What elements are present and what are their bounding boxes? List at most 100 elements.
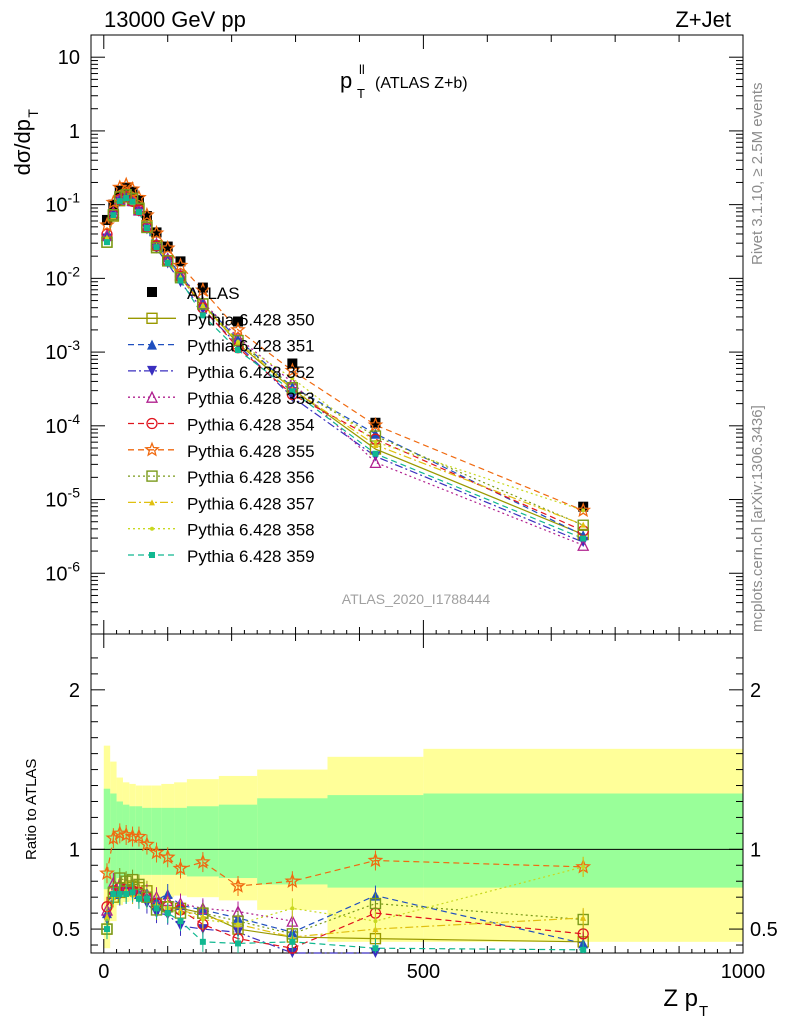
series-359-upper-point: [116, 198, 123, 205]
series-359-upper-point: [110, 212, 117, 219]
series-358-upper-line: [106, 196, 584, 511]
legend-label: ATLAS: [187, 284, 240, 303]
series-359-upper-point: [153, 244, 160, 251]
band-inner-bin: [327, 795, 424, 888]
header-right: Z+Jet: [675, 7, 731, 32]
series-358-ratio-point: [200, 917, 205, 922]
series-359-upper-point: [372, 450, 379, 457]
series-359-upper-point: [289, 388, 296, 395]
series-359-upper-point: [135, 209, 142, 216]
lower-ylabel: Ratio to ATLAS: [23, 759, 40, 860]
legend-label: Pythia 6.428 357: [187, 494, 315, 513]
y-tick-label-base: 10: [45, 563, 67, 585]
series-355-upper-point: [172, 257, 189, 273]
y-tick-label-exp: -5: [68, 485, 81, 501]
series-356-upper-point: [107, 209, 120, 221]
y-tick-label-exp: -3: [68, 337, 81, 353]
series-355-ratio-point: [172, 860, 189, 876]
series-358-upper-point: [290, 376, 295, 381]
series-353-upper-point: [577, 538, 590, 551]
atlas-point: [233, 316, 244, 327]
legend-label: Pythia 6.428 350: [187, 310, 315, 329]
series-359-ratio-point: [164, 910, 171, 917]
series-357-ratio-point: [580, 914, 587, 921]
series-355-upper-point: [230, 321, 246, 337]
series-359-upper-point: [235, 347, 242, 354]
y-tick-label-exp: -2: [68, 263, 81, 279]
series-353-upper-line: [106, 195, 584, 546]
series-358-ratio-point: [290, 906, 295, 911]
series-359-ratio-point: [153, 905, 160, 912]
atlas-point: [578, 501, 589, 512]
analysis-id: ATLAS_2020_I1788444: [342, 591, 491, 607]
legend-marker: [145, 390, 159, 403]
plot-title: p ll T (ATLAS Z+b): [340, 62, 468, 101]
y-tick-label: 1: [69, 121, 80, 143]
legend-label: Pythia 6.428 352: [187, 363, 315, 382]
legend-marker: [147, 339, 157, 350]
atlas-point: [162, 241, 173, 252]
mcplots-label: mcplots.cern.ch [arXiv:1306.3436]: [749, 405, 766, 632]
x-tick-label: 1000: [721, 961, 766, 983]
lower-frame: [90, 633, 744, 954]
series-355-upper-point: [131, 189, 147, 205]
svg-text:p: p: [340, 68, 352, 93]
series-358-upper-point: [581, 508, 586, 513]
legend-marker: [147, 365, 157, 376]
legend-label: Pythia 6.428 359: [187, 547, 315, 566]
series-356-ratio-point: [369, 897, 382, 910]
legend-marker: [146, 417, 158, 430]
y-tick-label-base: 10: [45, 342, 67, 364]
series-359-upper-point: [143, 224, 150, 231]
series-357-upper-point: [580, 521, 587, 528]
series-355-ratio-point: [99, 865, 115, 880]
atlas-point: [197, 282, 208, 293]
series-358-upper-point: [373, 439, 378, 444]
series-359-upper-point: [580, 535, 587, 542]
ratio-y-tick-label-right: 2: [750, 680, 761, 702]
series-355-ratio-point: [284, 872, 301, 888]
header-left: 13000 GeV pp: [104, 7, 246, 32]
series-359-ratio-point: [116, 890, 123, 897]
series-355-upper-point: [111, 179, 128, 195]
band-inner-bin: [174, 807, 187, 875]
series-357-upper-point: [372, 441, 379, 448]
legend-label: Pythia 6.428 355: [187, 442, 315, 461]
series-359-upper-point: [177, 277, 184, 284]
series-355-ratio-point: [367, 852, 384, 868]
plot-title-sup: ll: [359, 62, 365, 77]
series-356-ratio-point: [114, 872, 126, 884]
series-356-upper-line: [106, 194, 584, 526]
series-355-ratio-point: [105, 829, 122, 845]
series-359-ratio-point: [135, 895, 142, 902]
series-350-upper-line: [106, 195, 584, 536]
y-tick-label: 10-3: [45, 337, 80, 364]
y-tick-label: 10-5: [45, 485, 80, 512]
series-359-ratio-point: [199, 938, 206, 945]
series-355-ratio-point: [159, 849, 176, 865]
xlabel-main: Z p: [663, 985, 698, 1012]
series-355-ratio-point: [131, 828, 147, 844]
series-359-ratio-point: [103, 926, 110, 933]
atlas-point: [175, 256, 186, 267]
atlas-point: [151, 227, 162, 238]
y-tick-label-exp: -1: [68, 190, 81, 206]
y-tick-label-base: 10: [45, 490, 67, 512]
series-355-upper-point: [159, 239, 176, 255]
plot-title-main: p: [340, 68, 352, 93]
series-352-upper-line: [106, 197, 584, 543]
plot-title-suffix: (ATLAS Z+b): [375, 75, 468, 92]
y-tick-label: 10-4: [45, 411, 80, 438]
series-355-upper-point: [367, 416, 384, 432]
y-tick-label-exp: -6: [68, 558, 81, 574]
series-355-upper-point: [99, 216, 115, 232]
legend-marker: [147, 287, 157, 297]
x-tick-label: 0: [98, 961, 109, 983]
band-inner-bin: [218, 804, 258, 879]
series-355-ratio-point: [138, 836, 155, 852]
y-tick-label: 10-2: [45, 263, 80, 290]
series-359-ratio-point: [143, 895, 150, 902]
series-358-ratio-point: [236, 922, 241, 927]
y-tick-label-exp: -4: [68, 411, 81, 427]
